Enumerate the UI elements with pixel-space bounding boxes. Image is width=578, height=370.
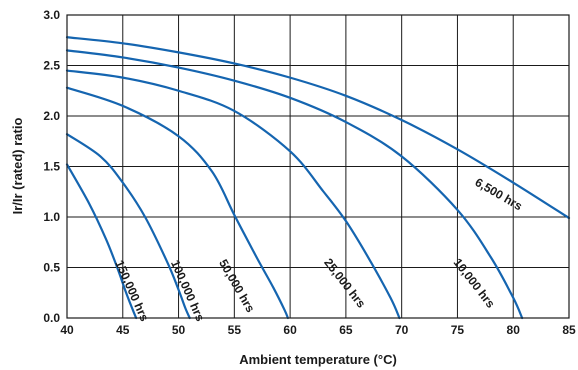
y-tick-label: 1.5 <box>43 160 60 174</box>
x-tick-labels: 40 45 50 55 60 65 70 75 80 85 <box>60 323 576 337</box>
y-tick-label: 3.0 <box>43 8 60 22</box>
y-tick-labels: 0.0 0.5 1.0 1.5 2.0 2.5 3.0 <box>43 8 60 325</box>
y-tick-label: 2.5 <box>43 59 60 73</box>
curve-label-25-000-hrs: 25,000 hrs <box>321 256 368 311</box>
curve-150-000-hrs <box>65 163 138 320</box>
x-tick-label: 65 <box>339 323 353 337</box>
y-tick-label: 0.5 <box>43 261 60 275</box>
x-tick-label: 70 <box>395 323 409 337</box>
x-tick-label: 50 <box>172 323 186 337</box>
curve-25-000-hrs <box>65 69 401 320</box>
y-tick-label: 1.0 <box>43 210 60 224</box>
curve-10-000-hrs <box>65 49 524 320</box>
curve-label-50-000-hrs: 50,000 hrs <box>216 257 258 315</box>
x-tick-label: 80 <box>507 323 521 337</box>
plot-frame <box>66 14 570 319</box>
x-tick-label: 55 <box>228 323 242 337</box>
curve-label-6-500-hrs: 6,500 hrs <box>473 175 525 213</box>
curve-100-000-hrs <box>65 133 191 320</box>
x-tick-label: 40 <box>60 323 74 337</box>
x-tick-label: 60 <box>283 323 297 337</box>
x-tick-label: 85 <box>562 323 576 337</box>
x-tick-label: 75 <box>451 323 465 337</box>
x-tick-label: 45 <box>116 323 130 337</box>
curve-6-500-hrs <box>65 36 571 220</box>
y-tick-label: 2.0 <box>43 109 60 123</box>
x-axis-title: Ambient temperature (°C) <box>239 352 397 367</box>
curves <box>65 36 571 320</box>
y-axis-title: Ir/Ir (rated) ratio <box>10 118 25 215</box>
y-tick-label: 0.0 <box>43 311 60 325</box>
curve-50-000-hrs <box>65 86 289 320</box>
